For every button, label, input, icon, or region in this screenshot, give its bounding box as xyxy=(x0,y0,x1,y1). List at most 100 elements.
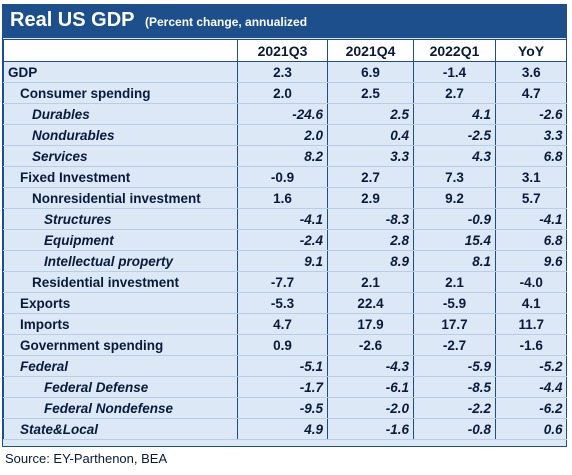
row-label: Services xyxy=(3,145,238,167)
value-cell: 2.5 xyxy=(327,103,414,125)
value-cell: -8.5 xyxy=(413,376,496,398)
row-label: Nonresidential investment xyxy=(3,187,238,209)
value-cell: 0.9 xyxy=(237,334,328,356)
value-cell: 6.8 xyxy=(495,229,567,251)
table-row: GDP 2.3 6.9 -1.4 3.6 xyxy=(3,61,567,83)
table-row: Fixed Investment -0.9 2.7 7.3 3.1 xyxy=(3,166,567,188)
source-note: Source: EY-Parthenon, BEA xyxy=(5,451,168,466)
value-cell: -24.6 xyxy=(237,103,328,125)
value-cell: 4.7 xyxy=(495,82,567,104)
value-cell: -7.7 xyxy=(237,271,328,293)
value-cell: 15.4 xyxy=(413,229,496,251)
value-cell: 4.9 xyxy=(237,418,328,440)
value-cell: -5.1 xyxy=(237,355,328,377)
table-row: State&Local 4.9 -1.6 -0.8 0.6 xyxy=(3,418,567,440)
table-body: GDP 2.3 6.9 -1.4 3.6 Consumer spending 2.0 2.5 2… xyxy=(3,61,567,440)
value-cell: 2.8 xyxy=(327,229,414,251)
row-label: Federal Defense xyxy=(3,376,238,398)
value-cell: 17.9 xyxy=(327,313,414,335)
header-yoy: YoY xyxy=(495,39,567,62)
table-title: Real US GDP xyxy=(10,9,135,31)
value-cell: -4.1 xyxy=(495,208,567,230)
row-label: State&Local xyxy=(3,418,238,440)
header-2021q4: 2021Q4 xyxy=(327,39,414,62)
value-cell: 11.7 xyxy=(495,313,567,335)
table-row: Federal Nondefense -9.5 -2.0 -2.2 -6.2 xyxy=(3,397,567,419)
value-cell: -2.7 xyxy=(413,334,496,356)
gdp-table: 2021Q3 2021Q4 2022Q1 YoY GDP 2.3 6.9 -1.4 3.… xyxy=(3,39,567,440)
row-label: Exports xyxy=(3,292,238,314)
value-cell: 4.7 xyxy=(237,313,328,335)
value-cell: -1.6 xyxy=(495,334,567,356)
table-row: Nondurables 2.0 0.4 -2.5 3.3 xyxy=(3,124,567,146)
value-cell: -1.7 xyxy=(237,376,328,398)
table-row: Federal -5.1 -4.3 -5.9 -5.2 xyxy=(3,355,567,377)
table-row: Intellectual property 9.1 8.9 8.1 9.6 xyxy=(3,250,567,272)
value-cell: -5.2 xyxy=(495,355,567,377)
table-row: Nonresidential investment 1.6 2.9 9.2 5.7 xyxy=(3,187,567,209)
value-cell: 9.1 xyxy=(237,250,328,272)
value-cell: -4.4 xyxy=(495,376,567,398)
table-row: Exports -5.3 22.4 -5.9 4.1 xyxy=(3,292,567,314)
value-cell: 3.6 xyxy=(495,61,567,83)
table-row: Services 8.2 3.3 4.3 6.8 xyxy=(3,145,567,167)
header-2021q3: 2021Q3 xyxy=(237,39,328,62)
row-label: Consumer spending xyxy=(3,82,238,104)
table-row: Consumer spending 2.0 2.5 2.7 4.7 xyxy=(3,82,567,104)
title-bar: Real US GDP (Percent change, annualized xyxy=(3,5,566,38)
value-cell: 2.7 xyxy=(327,166,414,188)
value-cell: 1.6 xyxy=(237,187,328,209)
row-label: Intellectual property xyxy=(3,250,238,272)
value-cell: 4.1 xyxy=(413,103,496,125)
value-cell: 9.6 xyxy=(495,250,567,272)
value-cell: -5.9 xyxy=(413,292,496,314)
value-cell: 2.1 xyxy=(327,271,414,293)
table-row: Government spending 0.9 -2.6 -2.7 -1.6 xyxy=(3,334,567,356)
value-cell: 4.3 xyxy=(413,145,496,167)
value-cell: 0.4 xyxy=(327,124,414,146)
value-cell: -9.5 xyxy=(237,397,328,419)
row-label: Equipment xyxy=(3,229,238,251)
table-row: Residential investment -7.7 2.1 2.1 -4.0 xyxy=(3,271,567,293)
header-2022q1: 2022Q1 xyxy=(413,39,496,62)
value-cell: -2.5 xyxy=(413,124,496,146)
table-row: Federal Defense -1.7 -6.1 -8.5 -4.4 xyxy=(3,376,567,398)
value-cell: 22.4 xyxy=(327,292,414,314)
value-cell: -8.3 xyxy=(327,208,414,230)
row-label: Structures xyxy=(3,208,238,230)
value-cell: 8.9 xyxy=(327,250,414,272)
row-label: Residential investment xyxy=(3,271,238,293)
value-cell: -6.1 xyxy=(327,376,414,398)
value-cell: -6.2 xyxy=(495,397,567,419)
gdp-table-frame: Real US GDP (Percent change, annualized … xyxy=(2,4,567,447)
value-cell: 0.6 xyxy=(495,418,567,440)
row-label: Imports xyxy=(3,313,238,335)
value-cell: -5.3 xyxy=(237,292,328,314)
table-row: Imports 4.7 17.9 17.7 11.7 xyxy=(3,313,567,335)
header-row: 2021Q3 2021Q4 2022Q1 YoY xyxy=(3,39,567,62)
row-label: Nondurables xyxy=(3,124,238,146)
value-cell: 5.7 xyxy=(495,187,567,209)
value-cell: -5.9 xyxy=(413,355,496,377)
header-label-cell xyxy=(3,39,238,62)
value-cell: 4.1 xyxy=(495,292,567,314)
value-cell: -4.3 xyxy=(327,355,414,377)
value-cell: -0.9 xyxy=(413,208,496,230)
value-cell: -2.2 xyxy=(413,397,496,419)
value-cell: 3.3 xyxy=(327,145,414,167)
value-cell: 2.1 xyxy=(413,271,496,293)
row-label: Fixed Investment xyxy=(3,166,238,188)
value-cell: -2.6 xyxy=(327,334,414,356)
value-cell: -1.4 xyxy=(413,61,496,83)
value-cell: 2.3 xyxy=(237,61,328,83)
value-cell: -1.6 xyxy=(327,418,414,440)
value-cell: 2.0 xyxy=(237,124,328,146)
value-cell: 8.2 xyxy=(237,145,328,167)
value-cell: 3.1 xyxy=(495,166,567,188)
value-cell: 6.8 xyxy=(495,145,567,167)
value-cell: -4.0 xyxy=(495,271,567,293)
value-cell: -2.4 xyxy=(237,229,328,251)
value-cell: 17.7 xyxy=(413,313,496,335)
row-label: Durables xyxy=(3,103,238,125)
row-label: Federal xyxy=(3,355,238,377)
